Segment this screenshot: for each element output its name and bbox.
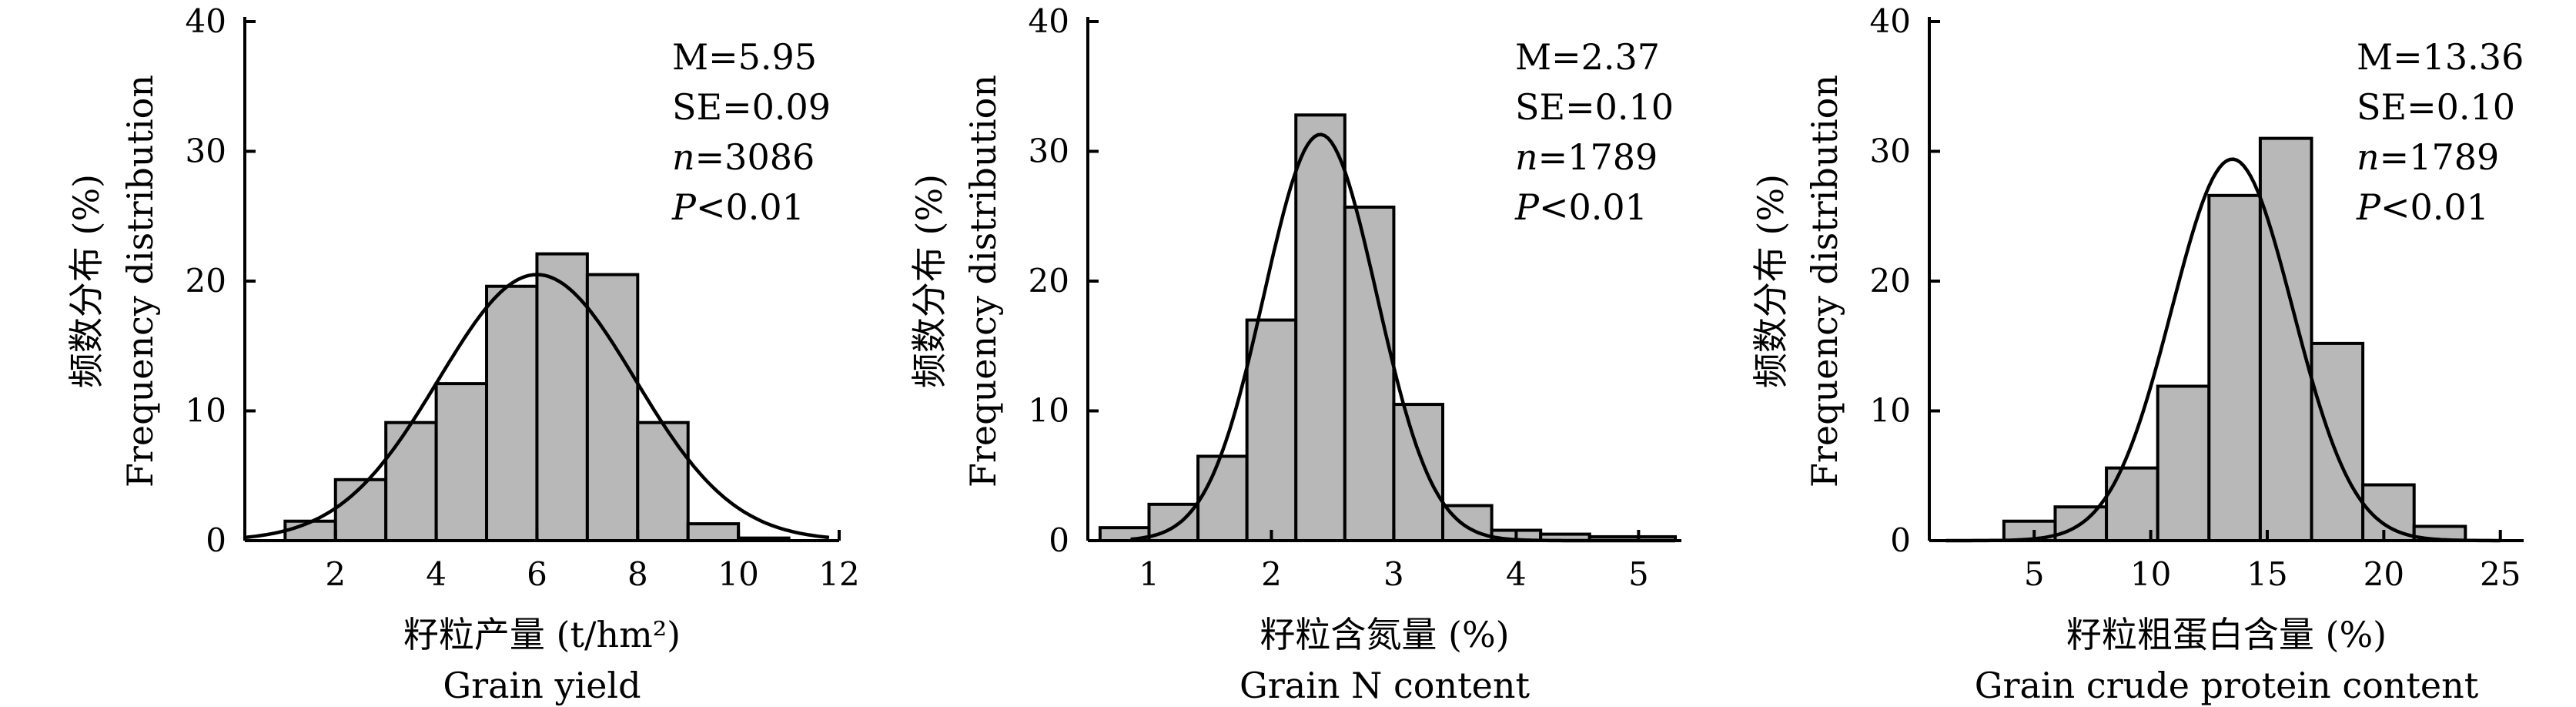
stat-se: SE=0.10 <box>2357 86 2515 128</box>
histogram-bar-3 <box>1196 454 1249 542</box>
y-axis-title-cn: 频数分布 (%) <box>908 174 950 388</box>
normal-fit-curve <box>1945 157 2501 543</box>
x-tick-label: 8 <box>627 555 648 593</box>
stat-mean: M=2.37 <box>1515 36 1660 78</box>
stat-mean: M=13.36 <box>2357 36 2524 78</box>
y-tick-label: 30 <box>1029 132 1069 170</box>
stat-p-symbol: P <box>2356 186 2381 228</box>
stat-p-value: <0.01 <box>696 186 805 228</box>
stat-n-value: =3086 <box>695 136 815 178</box>
stat-n-symbol: n <box>672 136 695 178</box>
y-tick-label: 20 <box>1870 262 1911 300</box>
histogram-bar-1 <box>283 519 337 542</box>
histogram-bar-3 <box>384 421 438 542</box>
x-axis-title-en: Grain yield <box>443 665 641 706</box>
stat-p: P<0.01 <box>671 186 805 228</box>
y-axis-title-en: Frequency distribution <box>1804 75 1845 488</box>
stat-p-symbol: P <box>671 186 697 228</box>
stat-n-value: =1789 <box>1538 136 1658 178</box>
histogram-bar-4 <box>434 382 489 542</box>
histogram-bar-7 <box>2310 341 2365 542</box>
y-tick-label: 10 <box>1870 392 1911 430</box>
x-tick-label: 25 <box>2480 555 2521 593</box>
histogram-bar-3 <box>2105 466 2159 543</box>
stat-p-value: <0.01 <box>1539 186 1648 228</box>
y-tick-label: 40 <box>1029 2 1069 40</box>
x-tick-label: 5 <box>1628 555 1649 593</box>
histogram-bar-8 <box>636 421 690 542</box>
y-tick-label: 0 <box>1890 521 1911 559</box>
stat-p-symbol: P <box>1514 186 1540 228</box>
stat-p-value: <0.01 <box>2380 186 2489 228</box>
stat-p: P<0.01 <box>2356 186 2489 228</box>
x-tick-label: 10 <box>2130 555 2171 593</box>
stat-se: SE=0.09 <box>672 86 831 128</box>
normal-fit-curve <box>244 273 830 540</box>
x-tick-label: 2 <box>325 555 346 593</box>
chart-panel-1: 0 10 20 30 40 2 4 6 8 10 12 频数分布 (%) Frequency distr… <box>65 2 860 706</box>
y-tick-label: 0 <box>1049 521 1069 559</box>
histogram-bar-7 <box>1392 403 1445 543</box>
y-tick-label: 10 <box>186 392 226 430</box>
y-tick-label: 40 <box>186 2 226 40</box>
histogram-bar-4 <box>1245 318 1298 542</box>
y-axis-title-cn: 频数分布 (%) <box>1750 174 1791 388</box>
chart-panel-2: 0 10 20 30 40 1 2 3 4 5 频数分布 (%) Frequency distribu… <box>908 2 1681 706</box>
histogram-bar-5 <box>2207 193 2262 542</box>
x-axis-title-en: Grain N content <box>1239 665 1530 706</box>
y-axis-title-en: Frequency distribution <box>962 75 1004 488</box>
chart-panel-3: 0 10 20 30 40 5 10 15 20 25 频数分布 (%) Frequency dist… <box>1750 2 2524 706</box>
stat-mean: M=5.95 <box>672 36 817 78</box>
histogram-bar-9 <box>686 522 741 542</box>
histogram-bar-6 <box>2258 136 2313 542</box>
y-tick-label: 30 <box>1870 132 1911 170</box>
y-tick-label: 20 <box>1029 262 1069 300</box>
stat-n: n=3086 <box>672 136 815 178</box>
x-tick-label: 1 <box>1139 555 1159 593</box>
x-axis-title-cn: 籽粒含氮量 (%) <box>1260 614 1509 655</box>
x-tick-label: 2 <box>1261 555 1282 593</box>
stat-p: P<0.01 <box>1514 186 1648 228</box>
x-axis-title-en: Grain crude protein content <box>1975 665 2479 706</box>
y-tick-label: 20 <box>186 262 226 300</box>
x-tick-label: 4 <box>426 555 447 593</box>
stat-n-value: =1789 <box>2380 136 2500 178</box>
y-axis-title-cn: 频数分布 (%) <box>65 174 107 388</box>
x-tick-label: 12 <box>818 555 859 593</box>
x-tick-label: 6 <box>527 555 547 593</box>
histogram-bar-5 <box>1294 113 1347 542</box>
x-axis-title-cn: 籽粒产量 (t/hm²) <box>403 614 681 655</box>
stat-n-symbol: n <box>2357 136 2380 178</box>
x-tick-label: 20 <box>2364 555 2404 593</box>
y-tick-label: 30 <box>186 132 226 170</box>
stat-se: SE=0.10 <box>1515 86 1674 128</box>
x-tick-label: 15 <box>2246 555 2287 593</box>
x-tick-label: 10 <box>718 555 758 593</box>
y-axis-title-en: Frequency distribution <box>119 75 161 488</box>
x-tick-label: 4 <box>1506 555 1527 593</box>
histogram-bar-4 <box>2156 384 2211 542</box>
x-tick-label: 3 <box>1383 555 1404 593</box>
stat-n: n=1789 <box>2357 136 2499 178</box>
y-tick-label: 40 <box>1870 2 1911 40</box>
stat-n: n=1789 <box>1515 136 1658 178</box>
y-tick-label: 10 <box>1029 392 1069 430</box>
histogram-bar-5 <box>485 284 539 542</box>
stat-n-symbol: n <box>1515 136 1538 178</box>
y-tick-label: 0 <box>206 521 226 559</box>
x-axis-title-cn: 籽粒粗蛋白含量 (%) <box>2066 614 2387 655</box>
x-tick-label: 5 <box>2024 555 2045 593</box>
